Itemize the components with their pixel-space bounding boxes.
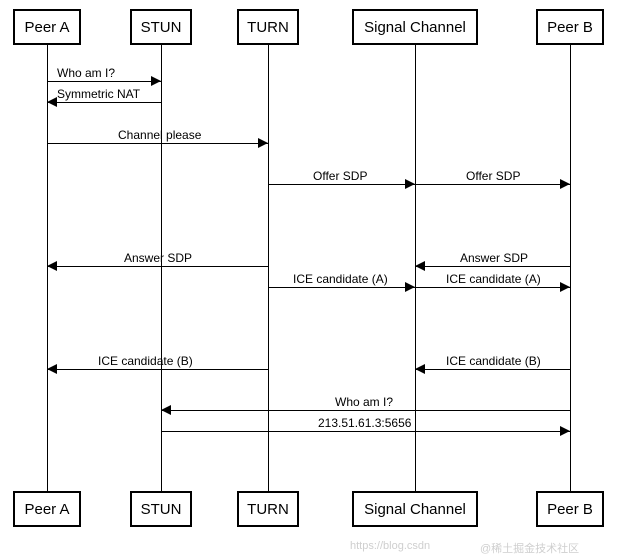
actor-label: Peer A <box>24 501 69 518</box>
message-label: ICE candidate (B) <box>446 354 541 368</box>
arrow-left-icon <box>47 364 57 374</box>
message-line <box>268 287 415 288</box>
message-label: Who am I? <box>335 395 393 409</box>
sequence-diagram: Peer A Peer A STUN STUN TURN TURN Signal Chann… <box>0 0 641 559</box>
lifeline-peerB <box>570 45 571 491</box>
arrow-right-icon <box>405 179 415 189</box>
arrow-left-icon <box>47 97 57 107</box>
message-label: Answer SDP <box>124 251 192 265</box>
message-label: ICE candidate (B) <box>98 354 193 368</box>
actor-label: Peer B <box>547 19 593 36</box>
actor-turn-bottom: TURN <box>237 491 299 527</box>
arrow-right-icon <box>151 76 161 86</box>
arrow-left-icon <box>415 261 425 271</box>
message-line <box>47 81 161 82</box>
arrow-right-icon <box>258 138 268 148</box>
message-label: Offer SDP <box>466 169 520 183</box>
arrow-right-icon <box>405 282 415 292</box>
message-line <box>47 266 268 267</box>
lifeline-turn <box>268 45 269 491</box>
actor-peerB-top: Peer B <box>536 9 604 45</box>
watermark-left: https://blog.csdn <box>350 540 430 552</box>
lifeline-stun <box>161 45 162 491</box>
arrow-left-icon <box>161 405 171 415</box>
message-line <box>415 369 570 370</box>
actor-signal-top: Signal Channel <box>352 9 478 45</box>
actor-peerA-top: Peer A <box>13 9 81 45</box>
message-line <box>47 143 268 144</box>
message-line <box>161 431 570 432</box>
message-label: Channel please <box>118 128 201 142</box>
actor-label: TURN <box>247 501 289 518</box>
actor-peerB-bottom: Peer B <box>536 491 604 527</box>
message-label: 213.51.61.3:5656 <box>318 416 411 430</box>
message-line <box>47 102 161 103</box>
actor-turn-top: TURN <box>237 9 299 45</box>
message-line <box>268 184 415 185</box>
message-line <box>415 287 570 288</box>
message-label: Who am I? <box>57 66 115 80</box>
actor-label: TURN <box>247 19 289 36</box>
actor-peerA-bottom: Peer A <box>13 491 81 527</box>
actor-label: Peer B <box>547 501 593 518</box>
actor-label: STUN <box>141 501 182 518</box>
message-label: ICE candidate (A) <box>446 272 541 286</box>
actor-stun-top: STUN <box>130 9 192 45</box>
message-label: Symmetric NAT <box>57 87 140 101</box>
arrow-right-icon <box>560 179 570 189</box>
message-label: Offer SDP <box>313 169 367 183</box>
actor-stun-bottom: STUN <box>130 491 192 527</box>
message-label: Answer SDP <box>460 251 528 265</box>
message-line <box>47 369 268 370</box>
watermark-right: @稀土掘金技术社区 <box>480 540 579 556</box>
message-line <box>161 410 570 411</box>
actor-label: Signal Channel <box>364 19 466 36</box>
arrow-left-icon <box>415 364 425 374</box>
message-label: ICE candidate (A) <box>293 272 388 286</box>
message-line <box>415 184 570 185</box>
actor-signal-bottom: Signal Channel <box>352 491 478 527</box>
actor-label: STUN <box>141 19 182 36</box>
actor-label: Peer A <box>24 19 69 36</box>
actor-label: Signal Channel <box>364 501 466 518</box>
message-line <box>415 266 570 267</box>
arrow-right-icon <box>560 282 570 292</box>
arrow-left-icon <box>47 261 57 271</box>
arrow-right-icon <box>560 426 570 436</box>
